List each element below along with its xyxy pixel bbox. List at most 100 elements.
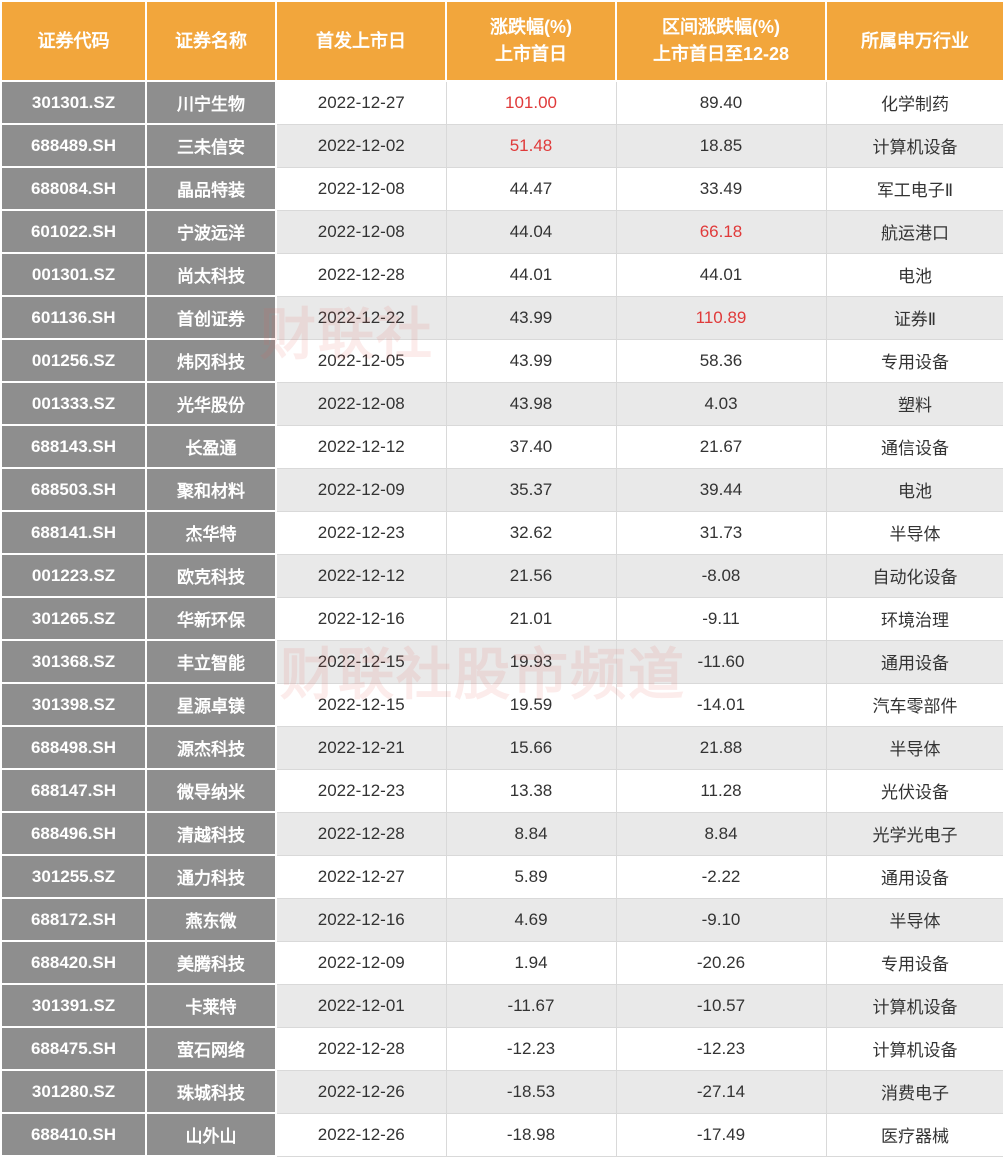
- cell-industry: 半导体: [826, 511, 1003, 554]
- cell-ipo-date: 2022-12-08: [276, 167, 446, 210]
- stock-table-container: 财联社 财联社股市频道 证券代码 证券名称 首发上市日 涨跌幅(%)上市首日 区…: [0, 0, 1003, 1157]
- cell-code: 688147.SH: [1, 769, 146, 812]
- cell-range-change: 58.36: [616, 339, 826, 382]
- cell-first-day-change: 44.01: [446, 253, 616, 296]
- cell-ipo-date: 2022-12-12: [276, 554, 446, 597]
- table-row: 001223.SZ欧克科技2022-12-1221.56-8.08自动化设备: [1, 554, 1003, 597]
- cell-first-day-change: 44.47: [446, 167, 616, 210]
- cell-code: 301255.SZ: [1, 855, 146, 898]
- cell-name: 燕东微: [146, 898, 276, 941]
- cell-code: 301398.SZ: [1, 683, 146, 726]
- cell-ipo-date: 2022-12-21: [276, 726, 446, 769]
- cell-range-change: 44.01: [616, 253, 826, 296]
- cell-first-day-change: 1.94: [446, 941, 616, 984]
- cell-ipo-date: 2022-12-02: [276, 124, 446, 167]
- cell-code: 688475.SH: [1, 1027, 146, 1070]
- cell-first-day-change: 19.93: [446, 640, 616, 683]
- cell-name: 通力科技: [146, 855, 276, 898]
- cell-range-change: 11.28: [616, 769, 826, 812]
- table-row: 688172.SH燕东微2022-12-164.69-9.10半导体: [1, 898, 1003, 941]
- cell-industry: 计算机设备: [826, 984, 1003, 1027]
- table-body: 301301.SZ川宁生物2022-12-27101.0089.40化学制药68…: [1, 81, 1003, 1156]
- cell-ipo-date: 2022-12-05: [276, 339, 446, 382]
- cell-ipo-date: 2022-12-26: [276, 1070, 446, 1113]
- cell-range-change: -9.10: [616, 898, 826, 941]
- cell-name: 三未信安: [146, 124, 276, 167]
- table-row: 688143.SH长盈通2022-12-1237.4021.67通信设备: [1, 425, 1003, 468]
- cell-name: 川宁生物: [146, 81, 276, 124]
- cell-range-change: 21.88: [616, 726, 826, 769]
- col-header-range-change: 区间涨跌幅(%)上市首日至12-28: [616, 1, 826, 81]
- table-row: 688489.SH三未信安2022-12-0251.4818.85计算机设备: [1, 124, 1003, 167]
- cell-industry: 专用设备: [826, 339, 1003, 382]
- cell-first-day-change: 43.99: [446, 296, 616, 339]
- cell-industry: 半导体: [826, 898, 1003, 941]
- cell-ipo-date: 2022-12-16: [276, 898, 446, 941]
- cell-code: 301368.SZ: [1, 640, 146, 683]
- cell-range-change: 18.85: [616, 124, 826, 167]
- cell-code: 688496.SH: [1, 812, 146, 855]
- table-row: 688475.SH萤石网络2022-12-28-12.23-12.23计算机设备: [1, 1027, 1003, 1070]
- cell-first-day-change: -11.67: [446, 984, 616, 1027]
- cell-industry: 通用设备: [826, 855, 1003, 898]
- cell-first-day-change: 19.59: [446, 683, 616, 726]
- cell-range-change: -17.49: [616, 1113, 826, 1156]
- cell-first-day-change: 21.56: [446, 554, 616, 597]
- cell-range-change: 39.44: [616, 468, 826, 511]
- table-row: 688147.SH微导纳米2022-12-2313.3811.28光伏设备: [1, 769, 1003, 812]
- cell-code: 688084.SH: [1, 167, 146, 210]
- cell-range-change: 4.03: [616, 382, 826, 425]
- table-row: 301280.SZ珠城科技2022-12-26-18.53-27.14消费电子: [1, 1070, 1003, 1113]
- cell-code: 688143.SH: [1, 425, 146, 468]
- cell-name: 聚和材料: [146, 468, 276, 511]
- cell-first-day-change: 43.98: [446, 382, 616, 425]
- cell-industry: 航运港口: [826, 210, 1003, 253]
- cell-ipo-date: 2022-12-27: [276, 81, 446, 124]
- table-row: 688503.SH聚和材料2022-12-0935.3739.44电池: [1, 468, 1003, 511]
- cell-code: 001301.SZ: [1, 253, 146, 296]
- table-row: 301265.SZ华新环保2022-12-1621.01-9.11环境治理: [1, 597, 1003, 640]
- cell-first-day-change: 44.04: [446, 210, 616, 253]
- cell-ipo-date: 2022-12-23: [276, 769, 446, 812]
- stock-table: 证券代码 证券名称 首发上市日 涨跌幅(%)上市首日 区间涨跌幅(%)上市首日至…: [0, 0, 1003, 1157]
- cell-industry: 通用设备: [826, 640, 1003, 683]
- cell-range-change: -14.01: [616, 683, 826, 726]
- cell-industry: 计算机设备: [826, 1027, 1003, 1070]
- cell-name: 尚太科技: [146, 253, 276, 296]
- cell-range-change: -20.26: [616, 941, 826, 984]
- cell-ipo-date: 2022-12-16: [276, 597, 446, 640]
- cell-ipo-date: 2022-12-27: [276, 855, 446, 898]
- table-row: 301255.SZ通力科技2022-12-275.89-2.22通用设备: [1, 855, 1003, 898]
- cell-first-day-change: -18.98: [446, 1113, 616, 1156]
- cell-name: 微导纳米: [146, 769, 276, 812]
- cell-ipo-date: 2022-12-15: [276, 683, 446, 726]
- table-row: 001333.SZ光华股份2022-12-0843.984.03塑料: [1, 382, 1003, 425]
- cell-code: 688172.SH: [1, 898, 146, 941]
- cell-first-day-change: 4.69: [446, 898, 616, 941]
- cell-industry: 证券Ⅱ: [826, 296, 1003, 339]
- cell-ipo-date: 2022-12-28: [276, 1027, 446, 1070]
- table-row: 688498.SH源杰科技2022-12-2115.6621.88半导体: [1, 726, 1003, 769]
- cell-industry: 塑料: [826, 382, 1003, 425]
- cell-name: 炜冈科技: [146, 339, 276, 382]
- cell-code: 601136.SH: [1, 296, 146, 339]
- cell-first-day-change: 8.84: [446, 812, 616, 855]
- cell-name: 杰华特: [146, 511, 276, 554]
- cell-range-change: 21.67: [616, 425, 826, 468]
- cell-code: 688410.SH: [1, 1113, 146, 1156]
- cell-range-change: 110.89: [616, 296, 826, 339]
- table-row: 601022.SH宁波远洋2022-12-0844.0466.18航运港口: [1, 210, 1003, 253]
- cell-range-change: -9.11: [616, 597, 826, 640]
- cell-first-day-change: -12.23: [446, 1027, 616, 1070]
- cell-name: 萤石网络: [146, 1027, 276, 1070]
- cell-name: 晶品特装: [146, 167, 276, 210]
- table-row: 688141.SH杰华特2022-12-2332.6231.73半导体: [1, 511, 1003, 554]
- cell-first-day-change: 21.01: [446, 597, 616, 640]
- cell-industry: 自动化设备: [826, 554, 1003, 597]
- cell-ipo-date: 2022-12-26: [276, 1113, 446, 1156]
- cell-industry: 通信设备: [826, 425, 1003, 468]
- cell-name: 卡莱特: [146, 984, 276, 1027]
- cell-range-change: 8.84: [616, 812, 826, 855]
- cell-industry: 电池: [826, 468, 1003, 511]
- cell-first-day-change: 32.62: [446, 511, 616, 554]
